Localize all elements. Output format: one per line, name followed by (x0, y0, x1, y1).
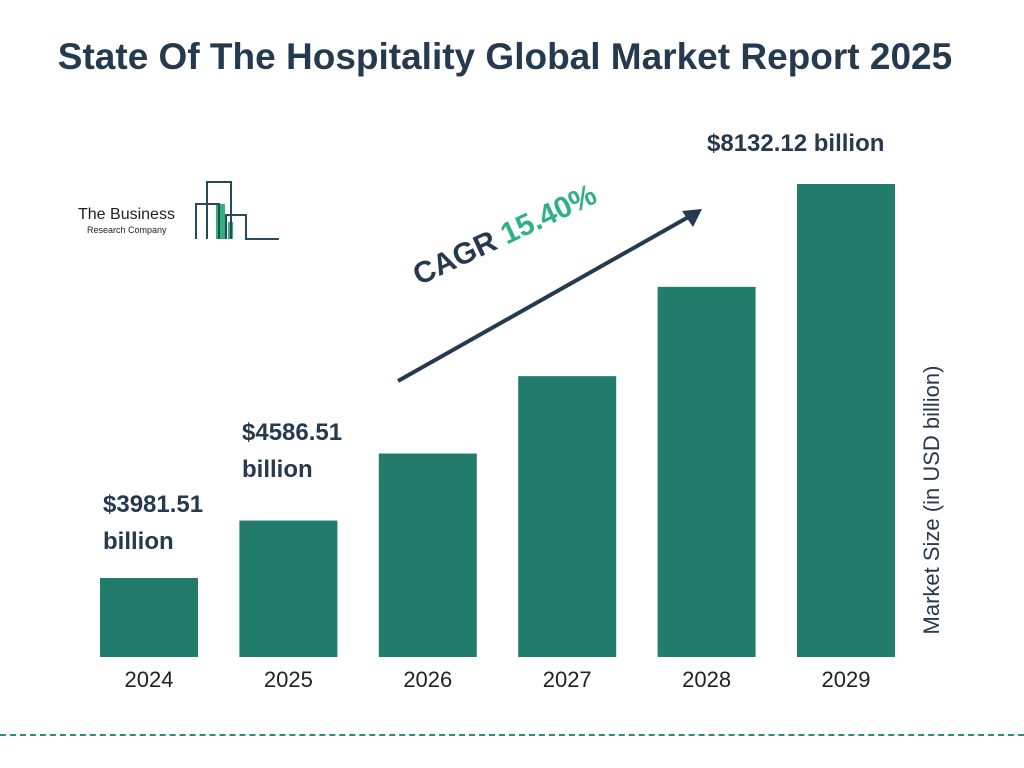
x-tick-label: 2024 (125, 667, 174, 692)
logo-line1: The Business (78, 206, 175, 223)
cagr-arrow-line (397, 213, 693, 383)
company-logo: The Business Research Company (78, 180, 288, 245)
cagr-arrow-head-icon (682, 209, 702, 227)
data-label-2024: $3981.51 billion (103, 491, 204, 555)
logo-buildings-icon (195, 181, 279, 240)
bar-2029 (797, 184, 895, 657)
chart-title: State Of The Hospitality Global Market R… (57, 36, 953, 77)
bar-2024 (100, 578, 198, 657)
x-tick-label: 2025 (264, 667, 313, 692)
bar-2025 (239, 520, 338, 657)
x-tick-label: 2027 (543, 667, 592, 692)
x-tick-label: 2029 (822, 667, 871, 692)
x-tick-label: 2028 (682, 667, 731, 692)
y-axis-label: Market Size (in USD billion) (919, 365, 944, 635)
bar-2028 (657, 286, 756, 657)
data-label-2025: $4586.51 billion (242, 419, 343, 483)
bar-2026 (378, 453, 477, 657)
footer-divider (0, 734, 1024, 736)
data-label-2029: $8132.12 billion (707, 130, 885, 157)
x-tick-label: 2026 (403, 667, 452, 692)
bar-2027 (518, 376, 617, 657)
logo-line2: Research Company (87, 225, 167, 235)
